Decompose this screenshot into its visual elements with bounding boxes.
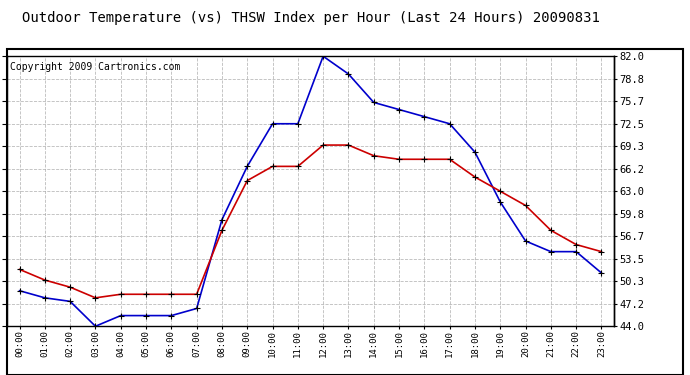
Text: Outdoor Temperature (vs) THSW Index per Hour (Last 24 Hours) 20090831: Outdoor Temperature (vs) THSW Index per …	[21, 11, 600, 25]
Text: Copyright 2009 Cartronics.com: Copyright 2009 Cartronics.com	[10, 62, 180, 72]
